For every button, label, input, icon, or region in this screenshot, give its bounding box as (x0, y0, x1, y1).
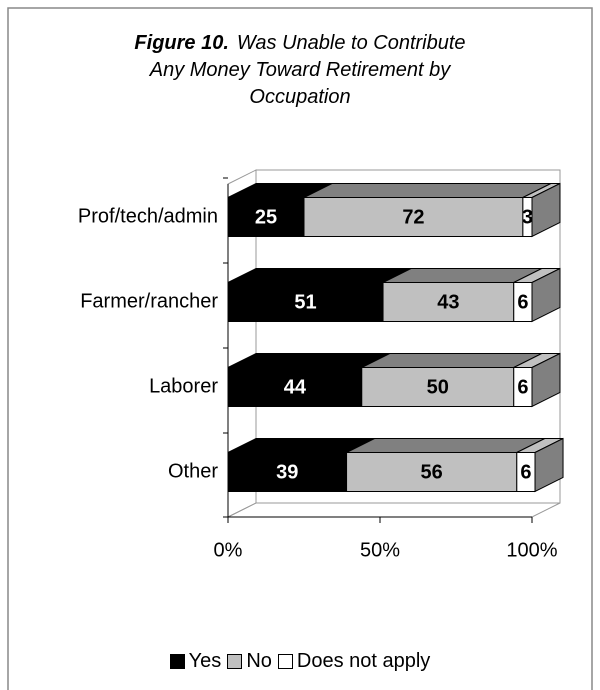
bar-top (346, 438, 546, 453)
legend-item: Yes (169, 650, 222, 673)
data-label: 39 (276, 461, 298, 483)
data-label: 51 (294, 291, 316, 313)
bar-side (534, 437, 564, 493)
legend-item: Does not apply (277, 650, 431, 673)
bar (361, 367, 515, 407)
data-label: 56 (421, 461, 443, 483)
bar-top (227, 268, 412, 283)
bar-top (361, 353, 542, 368)
legend-label: No (246, 650, 272, 672)
chart-title-label: Figure 10. (134, 32, 229, 54)
bar (227, 452, 348, 492)
x-tick-label: 50% (360, 539, 400, 561)
bar-side (531, 352, 561, 408)
bar (382, 282, 515, 322)
legend-swatch (227, 654, 243, 669)
category-label: Farmer/rancher (80, 290, 218, 312)
bar-top (303, 183, 552, 198)
data-label: 6 (517, 291, 528, 313)
bar (227, 197, 305, 237)
data-label: 43 (437, 291, 459, 313)
bar (346, 452, 518, 492)
legend: Yes No Does not apply (0, 650, 600, 673)
chart-title-block: Figure 10. Was Unable to Contribute Any M… (120, 30, 480, 111)
data-label: 25 (255, 206, 277, 228)
legend-label: Does not apply (296, 650, 431, 672)
legend-swatch (169, 654, 185, 669)
category-label: Laborer (149, 375, 218, 397)
bar (227, 282, 384, 322)
bar (227, 367, 363, 407)
data-label: 6 (520, 461, 531, 483)
legend-item: No (227, 650, 272, 673)
legend-label: Yes (188, 650, 222, 672)
bar-side (531, 267, 561, 323)
frame (7, 7, 593, 690)
data-label: 72 (402, 206, 424, 228)
category-label: Prof/tech/admin (78, 205, 218, 227)
floor (227, 502, 561, 518)
data-label: 50 (427, 376, 449, 398)
data-label: 3 (522, 206, 533, 228)
x-tick-label: 100% (506, 539, 557, 561)
category-label: Other (168, 460, 218, 482)
data-label: 6 (517, 376, 528, 398)
chart-title: Was Unable to Contribute Any Money Towar… (149, 32, 466, 108)
bar (303, 197, 524, 237)
legend-swatch (277, 654, 293, 669)
data-label: 44 (284, 376, 307, 398)
bar-side (531, 182, 561, 238)
x-tick-label: 0% (214, 539, 243, 561)
